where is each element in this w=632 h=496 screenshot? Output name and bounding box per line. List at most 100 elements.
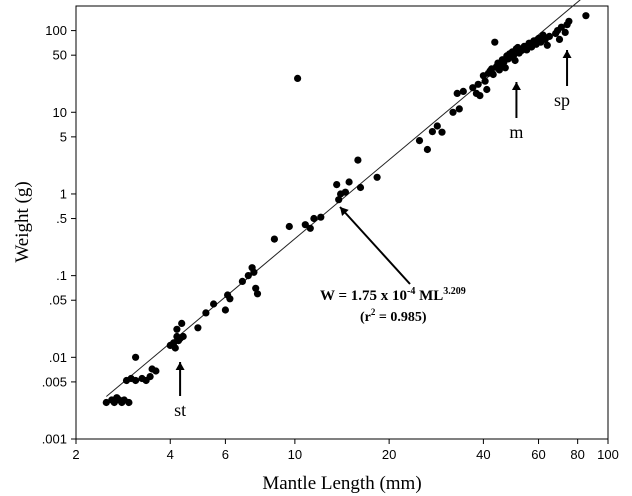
y-tick-label: 1 bbox=[60, 186, 67, 201]
data-point bbox=[341, 188, 349, 196]
y-tick-label: .001 bbox=[42, 432, 67, 447]
data-point bbox=[455, 105, 463, 113]
y-tick-label: .05 bbox=[49, 293, 67, 308]
equation-arrow bbox=[339, 206, 411, 285]
data-point bbox=[244, 272, 252, 280]
data-point bbox=[173, 325, 181, 333]
data-point bbox=[333, 181, 341, 189]
data-point bbox=[178, 319, 186, 327]
annotation-arrow-sp bbox=[562, 50, 572, 86]
equation-ml-exponent: 3.209 bbox=[443, 286, 466, 297]
data-point bbox=[543, 41, 551, 49]
svg-text:W = 1.75 x 10-4 ML3.209: W = 1.75 x 10-4 ML3.209 bbox=[320, 286, 466, 304]
annotation-label-sp: sp bbox=[554, 90, 570, 110]
data-point bbox=[301, 221, 309, 229]
data-point bbox=[310, 214, 318, 223]
r2-label: (r bbox=[360, 310, 371, 325]
x-axis-title: Mantle Length (mm) bbox=[262, 473, 421, 494]
data-point bbox=[489, 70, 497, 79]
data-point bbox=[582, 12, 590, 20]
data-point bbox=[545, 32, 554, 41]
y-tick-label: .5 bbox=[56, 211, 67, 226]
svg-text:(r2 = 0.985): (r2 = 0.985) bbox=[360, 307, 427, 325]
data-point bbox=[449, 108, 457, 116]
data-point bbox=[557, 23, 566, 31]
data-points bbox=[102, 12, 590, 407]
x-tick-label: 40 bbox=[476, 447, 490, 462]
data-point bbox=[179, 332, 187, 341]
data-point bbox=[252, 284, 260, 292]
x-tick-label: 10 bbox=[288, 447, 302, 462]
data-point bbox=[226, 295, 234, 303]
data-point bbox=[171, 344, 179, 352]
data-point bbox=[565, 17, 573, 25]
y-tick-label: 5 bbox=[60, 129, 67, 144]
annotation-arrow-st bbox=[175, 362, 185, 396]
data-point bbox=[415, 137, 424, 145]
data-point bbox=[459, 87, 467, 95]
data-point bbox=[438, 128, 446, 136]
equation-exponent: -4 bbox=[407, 286, 415, 297]
data-point bbox=[132, 353, 140, 361]
data-point bbox=[194, 324, 202, 332]
data-point bbox=[146, 373, 154, 381]
y-tick-label: .005 bbox=[42, 374, 67, 389]
data-point bbox=[317, 213, 325, 221]
data-point bbox=[285, 222, 293, 231]
y-tick-label: 100 bbox=[45, 23, 67, 38]
r2-exponent: 2 bbox=[371, 307, 376, 317]
data-point bbox=[221, 306, 229, 314]
y-axis: .001 .005 .01 .05 .1 .5 1 5 10 50 100 bbox=[42, 23, 76, 447]
annotations: st m sp bbox=[174, 50, 572, 420]
y-tick-label: 10 bbox=[53, 105, 67, 120]
data-point bbox=[210, 300, 218, 308]
data-point bbox=[491, 38, 499, 46]
y-tick-label: .01 bbox=[49, 350, 67, 365]
x-tick-label: 4 bbox=[167, 447, 174, 462]
x-tick-label: 100 bbox=[597, 447, 619, 462]
data-point bbox=[561, 28, 569, 36]
data-point bbox=[102, 398, 110, 407]
equation-ml: ML bbox=[415, 288, 443, 304]
data-point bbox=[354, 156, 362, 164]
data-point bbox=[423, 145, 431, 154]
annotation-arrow-m bbox=[511, 82, 521, 118]
data-point bbox=[238, 277, 246, 285]
data-point bbox=[474, 80, 482, 88]
plot-frame bbox=[75, 5, 609, 440]
equation-label: W = 1.75 x 10-4 ML3.209 (r2 = 0.985) bbox=[320, 286, 466, 325]
data-point bbox=[125, 398, 133, 407]
x-axis: 2 4 6 10 20 40 60 80 100 bbox=[72, 439, 619, 462]
data-point bbox=[501, 64, 509, 72]
y-axis-title: Weight (g) bbox=[12, 181, 33, 262]
data-point bbox=[356, 183, 365, 192]
data-point bbox=[306, 224, 314, 232]
x-tick-label: 2 bbox=[72, 447, 79, 462]
x-tick-label: 6 bbox=[222, 447, 229, 462]
data-point bbox=[270, 235, 278, 243]
y-tick-label: .1 bbox=[56, 268, 67, 283]
data-point bbox=[428, 128, 436, 136]
data-point bbox=[433, 122, 441, 130]
r2-value: = 0.985) bbox=[375, 310, 426, 325]
data-point bbox=[335, 196, 343, 204]
x-tick-label: 80 bbox=[570, 447, 584, 462]
data-point bbox=[294, 74, 302, 82]
annotation-label-st: st bbox=[174, 400, 186, 420]
data-point bbox=[453, 89, 461, 97]
x-tick-label: 60 bbox=[531, 447, 545, 462]
equation-main: W = 1.75 x 10 bbox=[320, 288, 407, 304]
data-point bbox=[555, 35, 564, 44]
data-point bbox=[152, 367, 160, 375]
data-point bbox=[253, 290, 262, 298]
data-point bbox=[511, 56, 519, 65]
x-tick-label: 20 bbox=[382, 447, 396, 462]
data-point bbox=[469, 84, 477, 92]
data-point bbox=[250, 268, 258, 276]
annotation-label-m: m bbox=[509, 122, 523, 142]
data-point bbox=[132, 376, 140, 385]
data-point bbox=[345, 178, 353, 186]
data-point bbox=[373, 173, 381, 181]
y-tick-label: 50 bbox=[53, 48, 67, 63]
